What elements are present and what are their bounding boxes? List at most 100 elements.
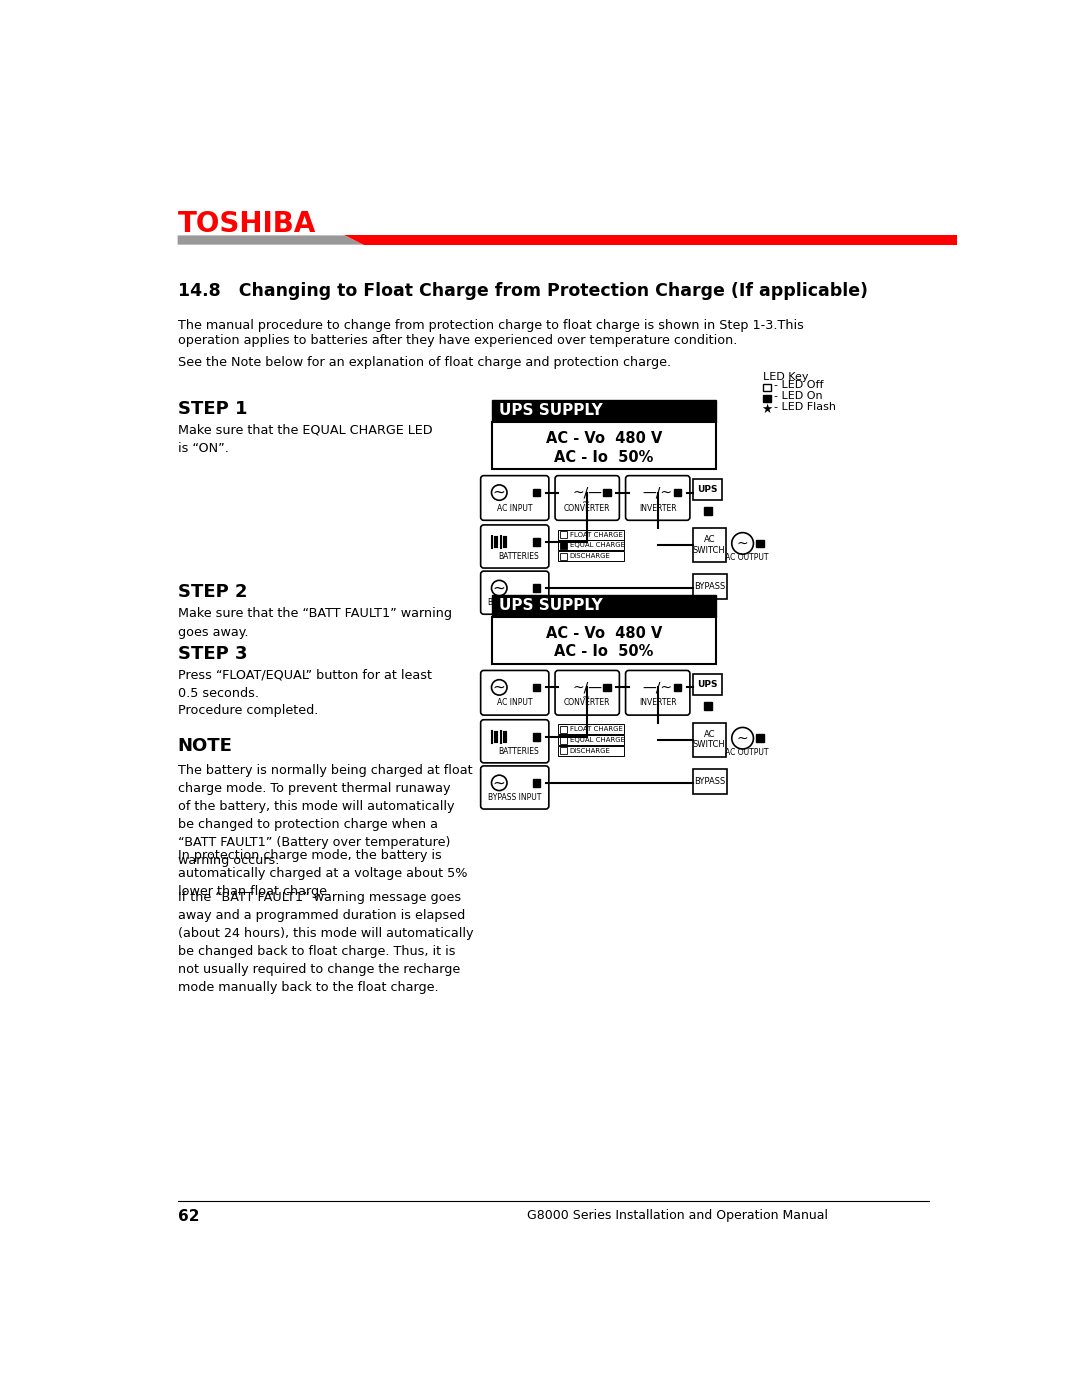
Text: AC - Io  50%: AC - Io 50% (554, 644, 653, 659)
Text: BYPASS: BYPASS (694, 777, 726, 787)
Bar (491, 616, 716, 665)
Bar (532, 584, 540, 592)
Text: ~/—: ~/— (572, 486, 603, 500)
Text: UPS: UPS (698, 680, 718, 689)
Bar (532, 538, 540, 546)
Polygon shape (177, 236, 364, 244)
Bar (558, 735, 624, 745)
Bar (558, 550, 624, 562)
FancyBboxPatch shape (625, 475, 690, 520)
FancyBboxPatch shape (481, 475, 549, 520)
Text: ★: ★ (761, 404, 772, 416)
Text: ∼: ∼ (582, 497, 590, 507)
Text: STEP 1: STEP 1 (177, 400, 247, 418)
Text: BATTERIES: BATTERIES (498, 747, 539, 756)
Text: UPS SUPPLY: UPS SUPPLY (499, 598, 603, 613)
Bar (532, 780, 540, 787)
Bar (603, 683, 611, 692)
Bar (693, 528, 726, 562)
Text: AC OUTPUT: AC OUTPUT (725, 747, 768, 757)
Text: AC - Vo  480 V: AC - Vo 480 V (545, 432, 662, 446)
Bar (559, 747, 567, 754)
Text: AC - Vo  480 V: AC - Vo 480 V (545, 626, 662, 641)
Text: DISCHARGE: DISCHARGE (570, 553, 610, 559)
Bar (558, 746, 624, 756)
Text: BYPASS INPUT: BYPASS INPUT (488, 793, 541, 802)
Text: DISCHARGE: DISCHARGE (570, 747, 610, 754)
Bar (693, 722, 726, 757)
Bar (693, 574, 727, 599)
Text: AC
SWITCH: AC SWITCH (693, 535, 726, 555)
Text: INVERTER: INVERTER (639, 503, 676, 513)
FancyBboxPatch shape (625, 671, 690, 715)
Text: ~: ~ (492, 775, 505, 791)
Bar (756, 735, 764, 742)
Text: 62: 62 (177, 1208, 199, 1224)
Bar (558, 725, 624, 735)
Bar (756, 539, 764, 548)
FancyBboxPatch shape (555, 475, 619, 520)
Bar (704, 703, 712, 710)
Bar (532, 683, 540, 692)
Text: ~/—: ~/— (572, 680, 603, 694)
Bar (704, 507, 712, 515)
Text: INVERTER: INVERTER (639, 698, 676, 707)
Text: Press “FLOAT/EQUAL” button for at least
0.5 seconds.: Press “FLOAT/EQUAL” button for at least … (177, 668, 432, 700)
Bar (693, 768, 727, 793)
Text: LED Key: LED Key (762, 372, 808, 381)
FancyBboxPatch shape (481, 766, 549, 809)
Text: AC INPUT: AC INPUT (497, 503, 532, 513)
Bar (674, 489, 681, 496)
Bar (559, 553, 567, 560)
Bar (603, 489, 611, 496)
Bar (693, 479, 723, 500)
Text: EQUAL CHARGE: EQUAL CHARGE (570, 738, 624, 743)
Text: - LED Off: - LED Off (774, 380, 824, 390)
Text: ~: ~ (492, 680, 505, 694)
Text: ~: ~ (737, 536, 748, 550)
Text: The manual procedure to change from protection charge to float charge is shown i: The manual procedure to change from prot… (177, 319, 804, 346)
Text: UPS SUPPLY: UPS SUPPLY (499, 404, 603, 419)
Text: AC INPUT: AC INPUT (497, 698, 532, 707)
Bar (532, 733, 540, 740)
Text: TOSHIBA: TOSHIBA (177, 210, 316, 237)
Text: ~: ~ (492, 581, 505, 595)
Text: G8000 Series Installation and Operation Manual: G8000 Series Installation and Operation … (527, 1208, 828, 1222)
Bar (558, 541, 624, 550)
Text: In protection charge mode, the battery is
automatically charged at a voltage abo: In protection charge mode, the battery i… (177, 849, 468, 898)
Text: 14.8   Changing to Float Charge from Protection Charge (If applicable): 14.8 Changing to Float Charge from Prote… (177, 282, 867, 299)
Text: Make sure that the EQUAL CHARGE LED
is “ON”.: Make sure that the EQUAL CHARGE LED is “… (177, 423, 432, 455)
Text: BATTERIES: BATTERIES (498, 552, 539, 562)
Text: —/~: —/~ (643, 680, 673, 694)
Text: STEP 3: STEP 3 (177, 645, 247, 664)
Text: AC
SWITCH: AC SWITCH (693, 731, 726, 749)
Bar (674, 683, 681, 692)
Text: STEP 2: STEP 2 (177, 584, 247, 602)
Bar (559, 736, 567, 743)
FancyBboxPatch shape (481, 571, 549, 615)
Text: See the Note below for an explanation of float charge and protection charge.: See the Note below for an explanation of… (177, 355, 671, 369)
Text: Procedure completed.: Procedure completed. (177, 704, 318, 717)
Bar (693, 673, 723, 696)
Text: —/~: —/~ (643, 486, 673, 500)
Bar (762, 384, 771, 391)
Text: - LED Flash: - LED Flash (774, 402, 836, 412)
FancyBboxPatch shape (481, 671, 549, 715)
Polygon shape (345, 236, 957, 244)
Text: ~: ~ (492, 485, 505, 500)
Text: If the “BATT FAULT1” warning message goes
away and a programmed duration is elap: If the “BATT FAULT1” warning message goe… (177, 891, 473, 995)
Text: ∼: ∼ (582, 692, 590, 701)
Text: CONVERTER: CONVERTER (564, 698, 610, 707)
FancyBboxPatch shape (481, 719, 549, 763)
Bar (491, 400, 716, 422)
Bar (491, 595, 716, 616)
Text: AC - Io  50%: AC - Io 50% (554, 450, 653, 465)
Bar (491, 422, 716, 469)
Text: FLOAT CHARGE: FLOAT CHARGE (570, 531, 623, 538)
FancyBboxPatch shape (555, 671, 619, 715)
Text: EQUAL CHARGE: EQUAL CHARGE (570, 542, 624, 549)
Text: AC OUTPUT: AC OUTPUT (725, 553, 768, 562)
Text: CONVERTER: CONVERTER (564, 503, 610, 513)
Text: NOTE: NOTE (177, 738, 232, 756)
Bar (762, 395, 771, 402)
